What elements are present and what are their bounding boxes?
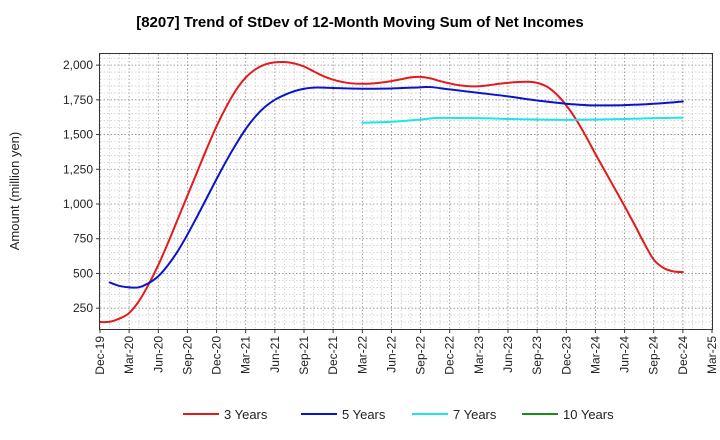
y-axis-ticks: 250 500 750 1,000 1,250 1,500 1,750 2,000	[63, 58, 100, 315]
x-tick-label: Sep-20	[180, 336, 194, 375]
x-tick-label: Dec-21	[326, 336, 340, 375]
y-tick-label: 750	[73, 232, 93, 246]
x-tick-label: Sep-22	[414, 336, 428, 375]
series-line-3-years	[99, 60, 684, 324]
x-tick-label: Sep-21	[297, 336, 311, 375]
x-tick-label: Mar-25	[705, 336, 719, 374]
x-tick-label: Mar-22	[355, 336, 369, 374]
y-tick-label: 250	[73, 301, 93, 315]
x-tick-label: Dec-20	[210, 336, 224, 375]
x-tick-label: Sep-24	[647, 336, 661, 375]
x-tick-label: Jun-23	[501, 336, 515, 373]
chart-title: [8207] Trend of StDev of 12-Month Moving…	[136, 14, 584, 31]
x-tick-label: Jun-22	[384, 336, 398, 373]
y-tick-label: 500	[73, 266, 93, 280]
legend-label: 3 Years	[224, 407, 268, 422]
x-tick-label: Jun-21	[268, 336, 282, 373]
y-tick-label: 1,500	[63, 128, 93, 142]
x-tick-label: Mar-21	[239, 336, 253, 374]
y-tick-label: 1,000	[63, 197, 93, 211]
x-tick-label: Dec-22	[443, 336, 457, 375]
x-tick-label: Mar-23	[472, 336, 486, 374]
grid	[99, 54, 713, 329]
plot-frame	[99, 53, 713, 330]
y-axis-label: Amount (million yen)	[7, 132, 22, 251]
x-axis-ticks: Dec-19 Mar-20 Jun-20 Sep-20 Dec-20 Mar-21 Jun-…	[93, 329, 719, 375]
series-line-5-years	[108, 85, 684, 289]
x-tick-label: Mar-20	[122, 336, 136, 374]
series-line-7-years	[361, 116, 684, 124]
x-tick-label: Dec-19	[93, 336, 107, 375]
y-tick-label: 2,000	[63, 58, 93, 72]
x-tick-label: Dec-23	[559, 336, 573, 375]
legend-label: 7 Years	[453, 407, 497, 422]
x-tick-label: Jun-24	[618, 336, 632, 373]
x-tick-label: Mar-24	[588, 336, 602, 374]
series-lines	[99, 60, 684, 324]
legend-label: 5 Years	[342, 407, 386, 422]
legend: 3 Years 5 Years 7 Years 10 Years	[183, 407, 614, 422]
legend-label: 10 Years	[563, 407, 614, 422]
x-tick-label: Sep-23	[530, 336, 544, 375]
y-tick-label: 1,250	[63, 162, 93, 176]
y-tick-label: 1,750	[63, 93, 93, 107]
x-tick-label: Jun-20	[151, 336, 165, 373]
x-tick-label: Dec-24	[676, 336, 690, 375]
